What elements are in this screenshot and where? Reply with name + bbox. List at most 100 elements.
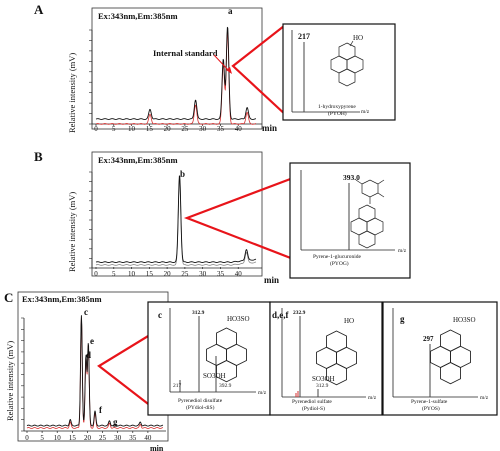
panel-c-inset-3 bbox=[382, 301, 498, 416]
panel-c-peak-label-g: g bbox=[113, 417, 118, 427]
x-tick-label: 25 bbox=[181, 125, 189, 133]
panel-c-inset-3-substituent: HO3SO bbox=[453, 316, 476, 324]
x-tick-label: 10 bbox=[128, 270, 136, 278]
panel-a-arrowhead bbox=[226, 67, 232, 74]
chromatogram-series-line bbox=[26, 315, 164, 427]
panel-c-frame bbox=[17, 291, 169, 442]
panel-c-traces bbox=[26, 315, 164, 429]
panel-a-peak-label-a: a bbox=[228, 6, 233, 16]
panel-a-condition: Ex:343nm,Em:385nm bbox=[98, 11, 178, 21]
panel-a-ylabel: Relative intensity (mV) bbox=[67, 53, 77, 133]
panel-b-y-ticks bbox=[89, 171, 92, 269]
panel-c-x-ticks: 0 5 10 15 20 25 30 35 40 bbox=[25, 431, 152, 442]
x-tick-label: 35 bbox=[217, 270, 225, 278]
x-tick-label: 30 bbox=[199, 270, 207, 278]
panel-c-inset-1-ms-label-217: 217 bbox=[173, 383, 182, 389]
chromatogram-series-line bbox=[26, 317, 164, 429]
x-tick-label: 20 bbox=[164, 270, 172, 278]
panel-c-inset-1-compound: Pyrenediol disulfate bbox=[178, 397, 223, 404]
panel-c-xlabel: min bbox=[150, 444, 164, 451]
x-tick-label: 5 bbox=[40, 434, 44, 442]
x-tick-label: 15 bbox=[146, 270, 154, 278]
panel-c-condition: Ex:343nm,Em:385nm bbox=[22, 294, 102, 304]
x-tick-label: 40 bbox=[235, 270, 243, 278]
panel-c-inset-1-ms-label-392: 392.9 bbox=[219, 383, 232, 389]
x-tick-label: 25 bbox=[181, 270, 189, 278]
panel-b-inset-xlabel: m/z bbox=[398, 248, 407, 254]
panel-a-inset-xlabel: m/z bbox=[361, 109, 370, 115]
panel-b-xlabel: min bbox=[264, 275, 279, 285]
panel-b-peak-label-b: b bbox=[180, 169, 185, 179]
x-tick-label: 5 bbox=[112, 270, 116, 278]
panel-a-xlabel: min bbox=[262, 123, 277, 133]
panel-c-inset-1 bbox=[147, 301, 271, 416]
panel-b-traces bbox=[95, 175, 257, 266]
chromatogram-series-line bbox=[95, 178, 257, 266]
panel-c-inset-2-ms-label-312: 312.9 bbox=[316, 383, 329, 389]
panel-a-callout bbox=[231, 25, 289, 118]
panel-c-callout bbox=[97, 329, 159, 411]
panel-a-compound-name: 1-hydroxypyrene bbox=[318, 104, 356, 110]
x-tick-label: 10 bbox=[128, 125, 136, 133]
x-tick-label: 30 bbox=[114, 434, 122, 442]
panel-a-substituent: HO bbox=[353, 34, 363, 42]
panel-c-inset-3-ms-label-297: 297 bbox=[423, 335, 434, 343]
panel-c: C Ex:343nm,Em:385nm Relative intensity (… bbox=[4, 290, 498, 451]
panel-c-inset-1-substituent-1: HO3SO bbox=[227, 315, 250, 323]
panel-a-annotation-internal-standard: Internal standard bbox=[153, 48, 218, 58]
chromatogram-series-line bbox=[95, 175, 257, 263]
panel-c-inset-1-substituent-2: SO3OH bbox=[203, 372, 226, 380]
panel-c-inset-1-xlabel: m/z bbox=[258, 390, 267, 396]
panel-c-inset-3-xlabel: m/z bbox=[480, 395, 489, 401]
chromatogram-series-line bbox=[95, 26, 257, 120]
panel-b-inset bbox=[289, 162, 411, 279]
panel-a-ms-peak-label: 217 bbox=[298, 32, 310, 41]
x-tick-label: 40 bbox=[235, 125, 243, 133]
panel-c-peak-label-f: f bbox=[99, 405, 103, 415]
panel-c-inset-2 bbox=[269, 301, 383, 416]
panel-b-condition: Ex:343nm,Em:385nm bbox=[98, 155, 178, 165]
panel-a-letter: A bbox=[34, 2, 44, 17]
panel-c-ylabel: Relative intensity (mV) bbox=[5, 341, 15, 421]
panel-c-inset-2-substituent-2: SO3OH bbox=[312, 375, 335, 383]
panel-c-inset-2-xlabel: m/z bbox=[368, 395, 377, 401]
x-tick-label: 10 bbox=[54, 434, 62, 442]
panel-a-x-ticks: 0 5 10 15 20 25 30 35 40 bbox=[94, 124, 242, 133]
panel-c-inset-3-tag: g bbox=[400, 314, 405, 324]
x-tick-label: 30 bbox=[199, 125, 207, 133]
panel-a-y-ticks bbox=[89, 29, 92, 125]
panel-b-ylabel: Relative intensity (mV) bbox=[67, 192, 77, 272]
panel-b-letter: B bbox=[34, 149, 43, 164]
x-tick-label: 20 bbox=[84, 434, 92, 442]
panel-a-bond bbox=[349, 40, 354, 47]
panel-a: A Ex:343nm,Em:385nm Relative intensity (… bbox=[34, 2, 396, 133]
panel-b-x-ticks: 0 5 10 15 20 25 30 35 40 bbox=[94, 267, 242, 278]
panel-c-inset-2-ms-label-232: 232.9 bbox=[293, 310, 306, 316]
panel-b-compound-abbr: (PYOG) bbox=[330, 260, 349, 267]
panel-c-inset-1-tag: c bbox=[158, 310, 162, 320]
panel-b: B Ex:343nm,Em:385nm Relative intensity (… bbox=[34, 149, 411, 285]
panel-b-compound-name: Pyrene-1-glucuronide bbox=[313, 254, 362, 260]
x-tick-label: 15 bbox=[69, 434, 77, 442]
panel-c-inset-3-compound: Pyrene-1-sulfate bbox=[411, 398, 448, 405]
panel-a-compound-abbr: (PYOH) bbox=[328, 110, 347, 117]
panel-c-peak-label-c: c bbox=[84, 307, 88, 317]
panel-c-peak-label-e: e bbox=[90, 336, 94, 346]
x-tick-label: 0 bbox=[94, 270, 98, 278]
chromatogram-series-line bbox=[95, 31, 257, 125]
x-tick-label: 0 bbox=[94, 125, 98, 133]
x-tick-label: 40 bbox=[144, 434, 152, 442]
panel-c-inset-1-abbr: (PYdiol-diS) bbox=[186, 404, 215, 411]
panel-a-traces bbox=[95, 26, 257, 125]
x-tick-label: 0 bbox=[25, 434, 29, 442]
x-tick-label: 5 bbox=[112, 125, 116, 133]
x-tick-label: 35 bbox=[129, 434, 137, 442]
panel-c-inset-2-tag: d,e,f bbox=[272, 310, 290, 320]
x-tick-label: 20 bbox=[164, 125, 172, 133]
panel-c-inset-2-compound: Pyrenediol sulfate bbox=[292, 398, 332, 405]
panel-b-callout bbox=[183, 173, 302, 264]
panel-c-inset-2-abbr: (Pydiol-S) bbox=[302, 405, 325, 412]
panel-c-inset-2-substituent-1: HO bbox=[344, 317, 354, 325]
x-tick-label: 15 bbox=[146, 125, 154, 133]
